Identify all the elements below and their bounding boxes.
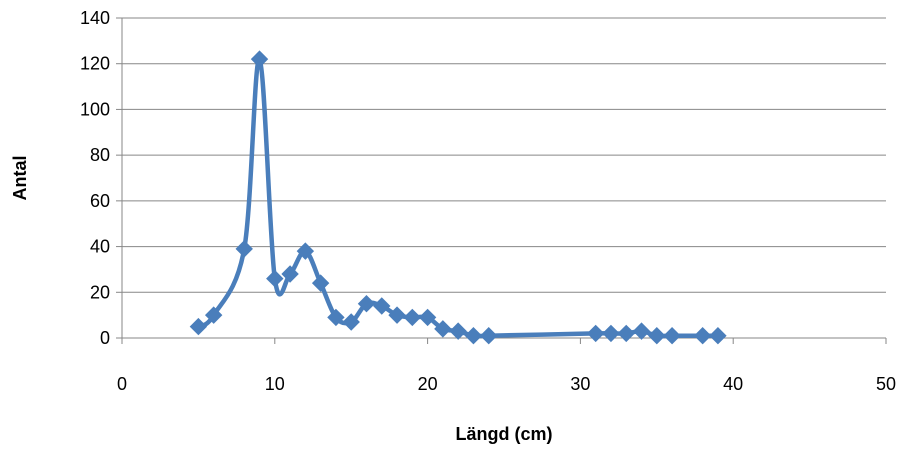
data-point-marker — [434, 320, 452, 338]
data-point-marker — [266, 269, 284, 288]
gridlines — [122, 17, 886, 293]
data-point-marker — [189, 317, 208, 336]
data-point-marker — [709, 327, 727, 345]
y-axis-title: Antal — [10, 156, 30, 201]
data-point-marker — [632, 322, 651, 340]
data-point-marker — [235, 240, 253, 258]
data-point-marker — [449, 322, 467, 340]
y-tick-label-120: 120 — [80, 54, 110, 74]
x-tick-label-30: 30 — [570, 374, 590, 394]
data-point-marker — [480, 327, 498, 345]
x-tick-label-50: 50 — [876, 374, 896, 394]
data-point-marker — [250, 50, 269, 68]
x-tick-labels: 0 10 20 30 40 50 — [117, 374, 896, 394]
y-tick-label-0: 0 — [100, 328, 110, 348]
data-point-marker — [373, 297, 391, 315]
axes — [116, 17, 887, 344]
data-point-marker — [204, 306, 223, 324]
data-point-marker — [617, 324, 635, 343]
data-point-marker — [418, 308, 437, 327]
y-tick-label-140: 140 — [80, 8, 110, 28]
series-line-0 — [196, 56, 721, 339]
data-point-marker — [327, 308, 345, 327]
data-point-marker — [357, 295, 376, 313]
y-tick-label-20: 20 — [90, 282, 110, 302]
data-point-marker — [464, 327, 483, 345]
data-point-marker — [311, 274, 330, 292]
x-axis-title: Längd (cm) — [456, 424, 553, 444]
y-tick-label-60: 60 — [90, 191, 110, 211]
data-point-marker — [602, 324, 620, 343]
data-point-marker — [403, 308, 422, 327]
data-point-marker — [663, 327, 681, 345]
x-tick-label-10: 10 — [265, 374, 285, 394]
data-series — [189, 50, 727, 345]
data-point-marker — [281, 265, 299, 283]
data-point-marker — [693, 327, 712, 345]
y-tick-label-80: 80 — [90, 145, 110, 165]
data-point-marker — [388, 306, 406, 324]
y-tick-label-100: 100 — [80, 99, 110, 119]
data-point-marker — [648, 327, 666, 345]
y-tick-label-40: 40 — [90, 237, 110, 257]
x-tick-label-40: 40 — [723, 374, 743, 394]
y-tick-labels: 0 20 40 60 80 100 120 140 — [80, 8, 110, 348]
x-tick-label-0: 0 — [117, 374, 127, 394]
x-tick-label-20: 20 — [418, 374, 438, 394]
data-point-marker — [342, 313, 360, 331]
data-point-marker — [586, 324, 605, 343]
data-point-marker — [296, 242, 315, 260]
